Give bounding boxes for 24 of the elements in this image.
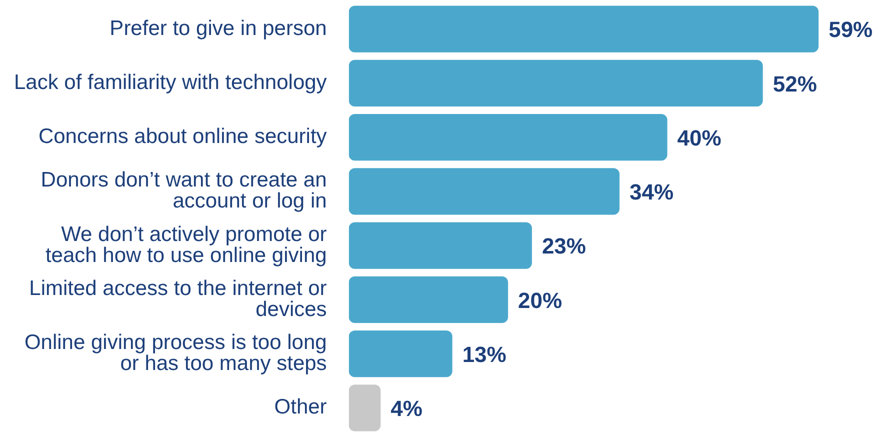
y-tick-label: Limited access to the internet or devices (29, 276, 327, 321)
bar (348, 114, 668, 161)
y-tick-label: Donors don’t want to create an account or log in (40, 168, 327, 213)
y-tick-label: Prefer to give in person (110, 16, 327, 40)
y-tick-label: Other (274, 396, 327, 419)
bar (348, 60, 763, 106)
data-label: 13% (462, 342, 506, 367)
data-label: 4% (390, 396, 422, 421)
y-tick-label: Online giving process is too long or has too many steps (24, 331, 327, 376)
bar (348, 384, 381, 432)
bar (348, 276, 508, 323)
data-label: 34% (630, 180, 674, 204)
data-label: 40% (677, 125, 722, 150)
bar (348, 330, 452, 378)
data-label: 20% (518, 288, 562, 313)
bar (348, 222, 532, 269)
y-tick-label: We don’t actively promote or teach how to use online giving (45, 222, 327, 267)
bar (348, 6, 819, 52)
y-tick-label: Concerns about online security (38, 125, 328, 148)
data-label: 23% (542, 234, 586, 259)
data-label: 52% (772, 71, 817, 96)
data-label: 59% (828, 17, 873, 42)
bar (348, 168, 620, 215)
y-tick-label: Lack of familiarity with technology (14, 70, 328, 94)
